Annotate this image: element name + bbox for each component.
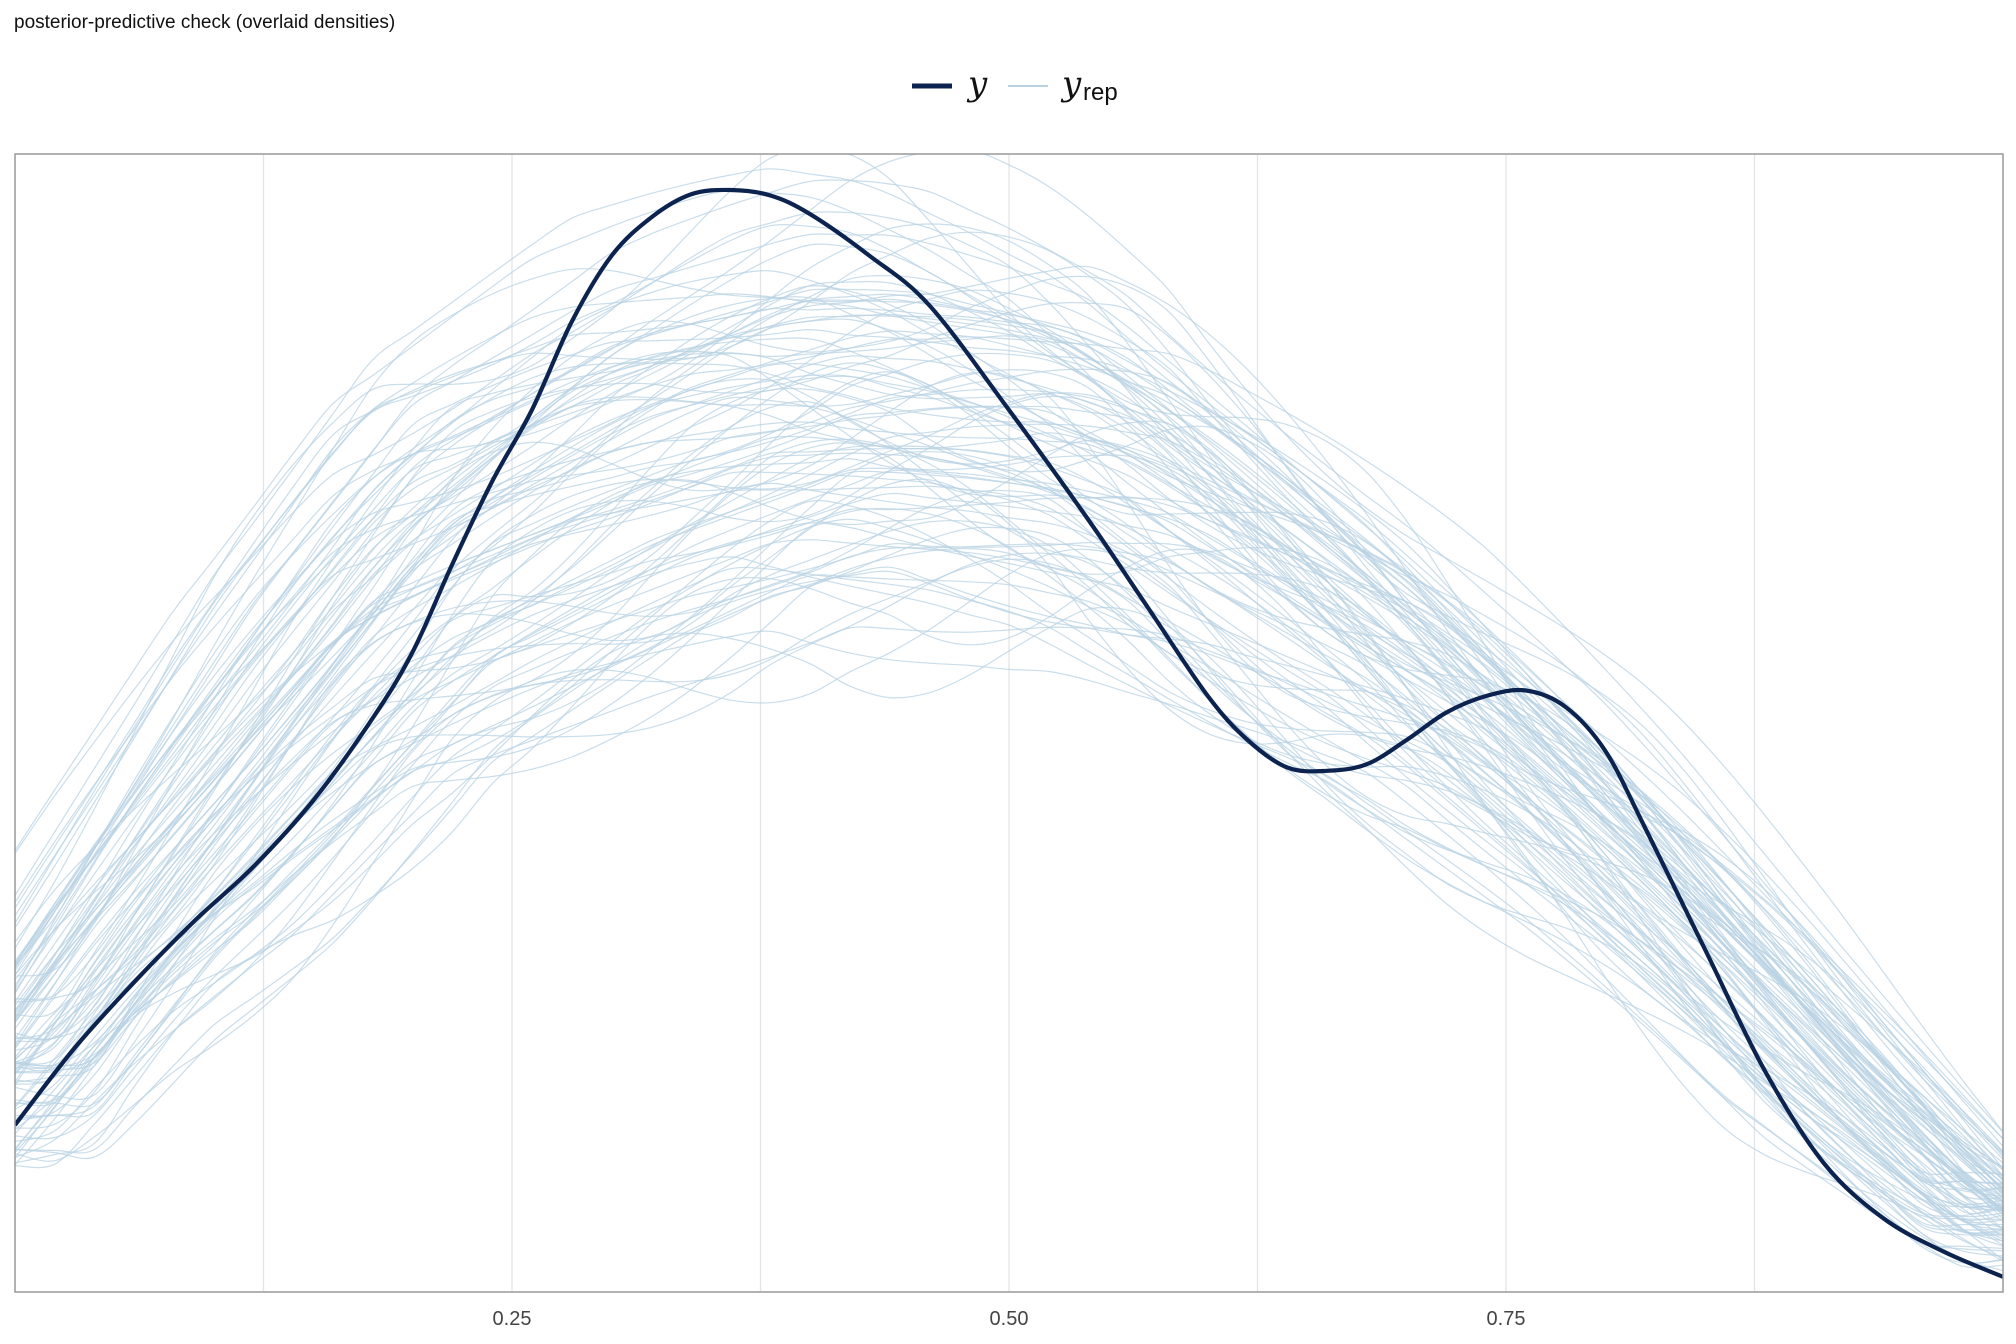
y-density-line	[15, 187, 2003, 1279]
yrep-draw	[15, 482, 2003, 1236]
yrep-draw	[15, 314, 2003, 1218]
legend: y y rep	[912, 64, 1118, 106]
yrep-draw	[15, 574, 2003, 1246]
yrep-draw	[15, 154, 2003, 1177]
yrep-draw	[15, 500, 2003, 1259]
x-tick-label: 0.25	[493, 1308, 532, 1330]
yrep-draw	[15, 223, 2003, 1207]
legend-yrep-subscript: rep	[1083, 79, 1118, 106]
yrep-draw	[15, 211, 2003, 1176]
yrep-draw	[15, 387, 2003, 1160]
yrep-draw	[15, 375, 2003, 1196]
yrep-draw	[15, 467, 2003, 1188]
yrep-draw	[15, 374, 2003, 1199]
yrep-draw	[15, 293, 2003, 1191]
yrep-draw	[15, 478, 2003, 1220]
yrep-draw	[15, 566, 2003, 1209]
yrep-draw	[15, 570, 2003, 1202]
plot-border	[14, 153, 2004, 1293]
y-line-group	[15, 187, 2003, 1279]
yrep-draw	[15, 362, 2003, 1216]
yrep-draw	[15, 522, 2003, 1238]
yrep-draw	[15, 179, 2003, 1177]
yrep-draw	[15, 471, 2003, 1231]
yrep-draw	[15, 355, 2003, 1182]
yrep-draw	[15, 547, 2003, 1261]
yrep-draw	[15, 423, 2003, 1171]
yrep-draw	[15, 566, 2003, 1252]
x-tick-label: 0.50	[990, 1308, 1029, 1330]
yrep-draw	[15, 285, 2003, 1220]
yrep-draw	[15, 368, 2003, 1152]
x-tick-label: 0.75	[1487, 1308, 1526, 1330]
yrep-draw	[15, 518, 2003, 1230]
yrep-draw	[15, 392, 2003, 1180]
legend-y-label: y	[966, 64, 988, 104]
legend-yrep-label: y	[1060, 64, 1082, 104]
yrep-draw	[15, 438, 2003, 1234]
yrep-draw	[15, 154, 2003, 1133]
x-axis: 0.25 0.50 0.75	[493, 1308, 1526, 1330]
yrep-draw	[15, 395, 2003, 1168]
yrep-draw	[15, 288, 2003, 1193]
yrep-draw	[15, 452, 2003, 1235]
yrep-draw	[15, 328, 2003, 1212]
yrep-draw	[15, 281, 2003, 1195]
yrep-draw	[15, 520, 2003, 1257]
yrep-draw	[15, 335, 2003, 1185]
yrep-draw	[15, 454, 2003, 1198]
yrep-draw	[15, 369, 2003, 1209]
yrep-draw	[15, 243, 2003, 1204]
yrep-draw	[15, 336, 2003, 1133]
yrep-draw	[15, 626, 2003, 1231]
yrep-draw	[15, 362, 2003, 1213]
yrep-draw	[15, 330, 2003, 1140]
yrep-draw	[15, 552, 2003, 1247]
yrep-draw	[15, 400, 2003, 1210]
yrep-draw	[15, 548, 2003, 1242]
yrep-draw	[15, 451, 2003, 1212]
yrep-draw	[15, 606, 2003, 1272]
chart-title: posterior-predictive check (overlaid den…	[14, 12, 396, 33]
yrep-draw	[15, 352, 2003, 1189]
yrep-draw	[15, 231, 2003, 1171]
